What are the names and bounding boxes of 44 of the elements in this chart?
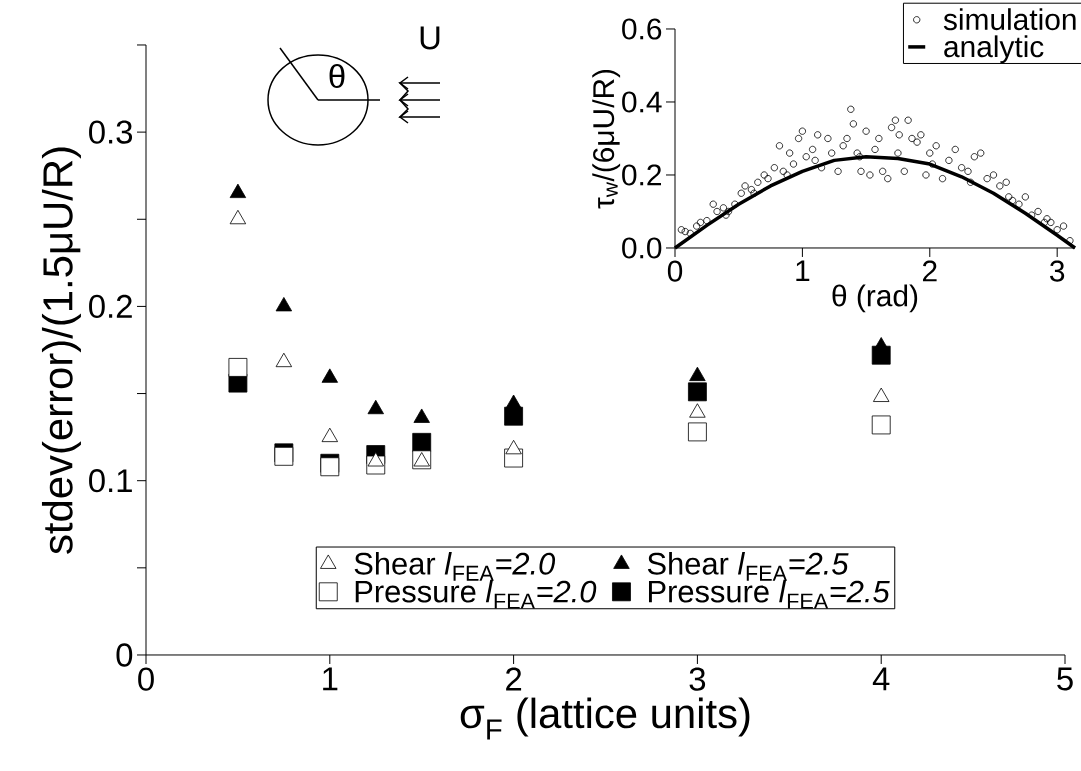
point	[412, 432, 432, 452]
y-tick-label: 0	[116, 643, 133, 667]
legend-label: Shear l$_{FEA}$=2.5	[647, 552, 849, 581]
annotation: U	[420, 26, 440, 50]
x-tick-label: 5	[1057, 667, 1073, 691]
x-tick-label: 3	[689, 667, 706, 691]
x-tick-label: 2	[922, 260, 937, 282]
point	[367, 399, 384, 415]
point	[689, 366, 706, 382]
legend-label: analytic	[944, 35, 1044, 64]
y-tick-label: 0.2	[89, 294, 132, 319]
point	[275, 297, 293, 312]
y-tick-label: 0.1	[89, 469, 132, 493]
legend-label: Shear l$_{FEA}$=2.0	[354, 552, 556, 581]
y-tick-label: 0.0	[622, 237, 662, 259]
legend-label: simulation	[943, 8, 1076, 31]
point	[688, 382, 707, 402]
point	[229, 183, 247, 199]
point	[321, 368, 338, 383]
x-tick-label: 3	[1050, 260, 1065, 282]
x-tick-label: 4	[872, 667, 890, 691]
point	[413, 408, 430, 423]
x-tick-label: 0	[138, 667, 154, 691]
point	[873, 387, 890, 402]
point	[367, 452, 384, 467]
x-tick-label: 2	[506, 667, 522, 691]
x-axis-title: θ (rad)	[832, 284, 918, 313]
annotation: θ	[329, 63, 345, 89]
point	[505, 439, 522, 455]
point	[321, 427, 338, 443]
y-tick-label: 0.3	[89, 120, 133, 144]
point	[505, 394, 522, 409]
y-axis-title: τ$_{w}$/(6μU/R)	[592, 69, 621, 209]
x-axis-title: σ$_{F}$ (lattice units)	[460, 697, 750, 740]
y-tick-label: 0.6	[622, 18, 662, 40]
y-axis-title: stdev(error)/(1.5μU/R)	[41, 147, 81, 554]
x-tick-label: 1	[323, 667, 338, 691]
point	[689, 403, 706, 418]
x-tick-label: 1	[796, 260, 810, 282]
point	[275, 352, 293, 368]
y-tick-label: 0.4	[622, 91, 662, 113]
y-tick-label: 0.2	[622, 164, 661, 186]
x-tick-label: 0	[667, 260, 683, 282]
point	[229, 209, 247, 225]
